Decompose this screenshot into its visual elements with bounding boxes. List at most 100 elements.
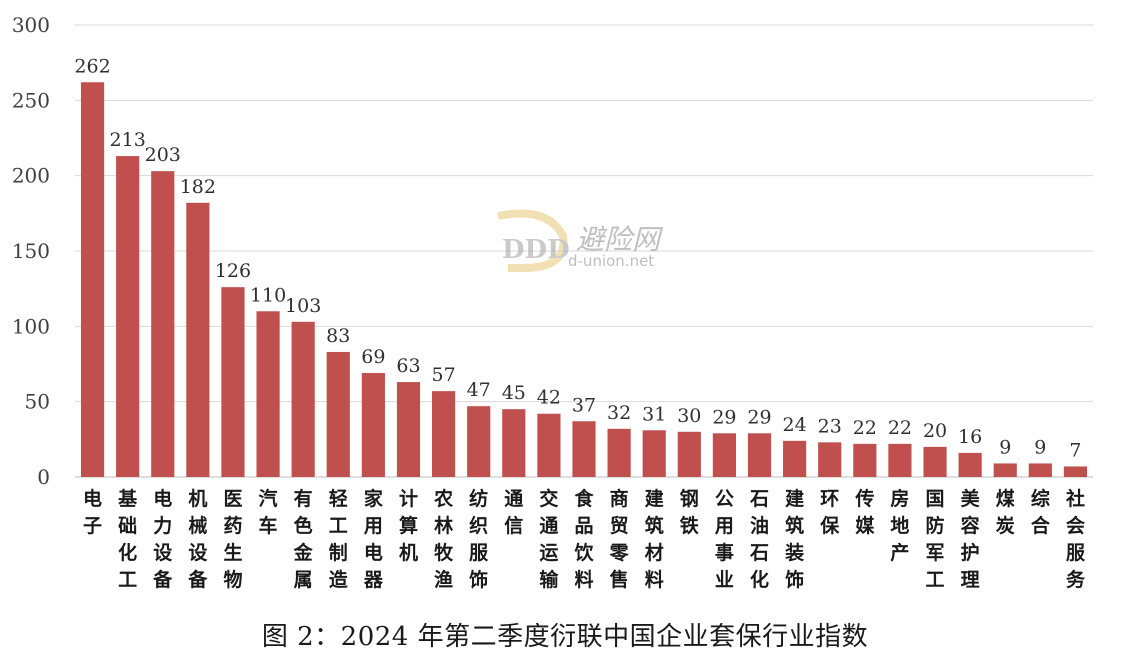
category-label: 电子 (83, 487, 102, 537)
category-label: 综合 (1031, 487, 1051, 537)
category-label: 建筑材料 (645, 487, 664, 591)
bar (993, 463, 1017, 477)
data-label: 110 (250, 284, 286, 306)
bar (958, 452, 982, 477)
category-label: 美容护理 (961, 487, 981, 591)
bar (256, 311, 280, 477)
watermark-logo-text: DDD (502, 235, 570, 265)
bar (572, 421, 596, 477)
bar (116, 156, 140, 477)
data-label: 29 (712, 406, 736, 428)
data-label: 69 (361, 346, 385, 368)
category-label: 基础化工 (117, 487, 138, 591)
watermark: DDD 避险网 d-union.net (488, 206, 698, 276)
data-label: 203 (145, 144, 181, 166)
category-label: 交通运输 (539, 487, 559, 591)
bar (186, 202, 210, 477)
data-label: 42 (537, 387, 561, 409)
y-tick-label: 100 (12, 314, 50, 338)
figure-caption: 图 2：2024 年第二季度衍联中国企业套保行业指数 (261, 622, 869, 652)
category-label: 食品饮料 (573, 487, 594, 591)
bar (712, 433, 736, 477)
category-label: 传媒 (854, 487, 875, 537)
bar (677, 431, 701, 477)
y-tick-label: 150 (12, 239, 50, 263)
data-label: 45 (502, 382, 526, 404)
y-tick-label: 300 (12, 13, 50, 37)
data-label: 20 (923, 420, 947, 442)
data-label: 213 (110, 129, 146, 151)
watermark-text: 避险网 (576, 223, 661, 256)
category-label: 公用事业 (715, 488, 734, 591)
bar (291, 321, 315, 477)
data-label: 9 (999, 436, 1011, 458)
y-tick-label: 50 (25, 390, 50, 414)
category-label: 钢铁 (680, 488, 699, 537)
data-label: 9 (1034, 436, 1046, 458)
category-label: 电力设备 (152, 487, 173, 591)
category-label: 煤炭 (996, 488, 1015, 537)
bar (80, 82, 105, 478)
data-label: 30 (677, 405, 701, 427)
bar (467, 406, 491, 477)
category-label: 纺织服饰 (469, 487, 489, 591)
data-label: 7 (1069, 439, 1081, 461)
bar (151, 171, 175, 477)
bar (853, 443, 877, 477)
bar (1063, 466, 1088, 477)
data-label: 24 (783, 414, 807, 436)
category-label: 商贸零售 (609, 487, 630, 591)
data-label: 22 (888, 417, 912, 439)
category-label: 家用电器 (363, 487, 384, 591)
bar (607, 428, 631, 477)
category-label: 机械设备 (187, 488, 208, 591)
bar (221, 287, 245, 477)
bar (747, 433, 772, 477)
bar (502, 409, 526, 477)
data-label: 32 (607, 402, 631, 424)
bar (923, 446, 947, 477)
category-label: 计算机 (399, 488, 418, 564)
data-label: 22 (853, 417, 877, 439)
category-label: 社会服务 (1065, 487, 1086, 591)
data-label: 103 (285, 295, 321, 317)
bar (642, 430, 666, 477)
category-label: 汽车 (259, 487, 278, 537)
data-label: 126 (215, 260, 251, 282)
chart-svg: 0 50 100 150 200 250 300 262 电子 213 基础化工 203 电力设备 182… (12, 13, 1093, 591)
bar (1028, 463, 1052, 477)
category-label: 石油石化 (749, 488, 769, 591)
data-label: 57 (431, 364, 455, 386)
category-label: 轻工制造 (329, 487, 349, 591)
bar (818, 442, 842, 477)
category-label: 环保 (819, 488, 840, 537)
category-label: 有色金属 (293, 487, 314, 591)
data-label: 23 (818, 415, 842, 437)
data-label: 83 (326, 325, 350, 347)
bar (537, 413, 561, 477)
data-label: 47 (467, 379, 491, 401)
bar (396, 382, 421, 477)
category-label: 国防军工 (926, 488, 945, 591)
bar (326, 351, 350, 477)
category-label: 房地产 (890, 487, 909, 564)
bar (432, 391, 456, 477)
bar (361, 373, 385, 477)
data-label: 262 (74, 55, 110, 77)
data-label: 29 (747, 406, 771, 428)
watermark-logo-icon: DDD (497, 209, 570, 272)
y-tick-label: 250 (12, 88, 50, 112)
data-label: 182 (180, 176, 216, 198)
y-tick-label: 200 (12, 164, 50, 188)
category-label: 医药生物 (223, 488, 242, 591)
y-tick-label: 0 (37, 465, 50, 489)
data-label: 37 (572, 394, 596, 416)
data-label: 16 (958, 426, 982, 448)
category-label: 建筑装饰 (784, 487, 804, 591)
category-label: 通信 (504, 488, 524, 537)
data-label: 31 (642, 403, 666, 425)
bar (783, 440, 807, 477)
category-label: 农林牧渔 (433, 487, 454, 591)
data-label: 63 (396, 355, 420, 377)
